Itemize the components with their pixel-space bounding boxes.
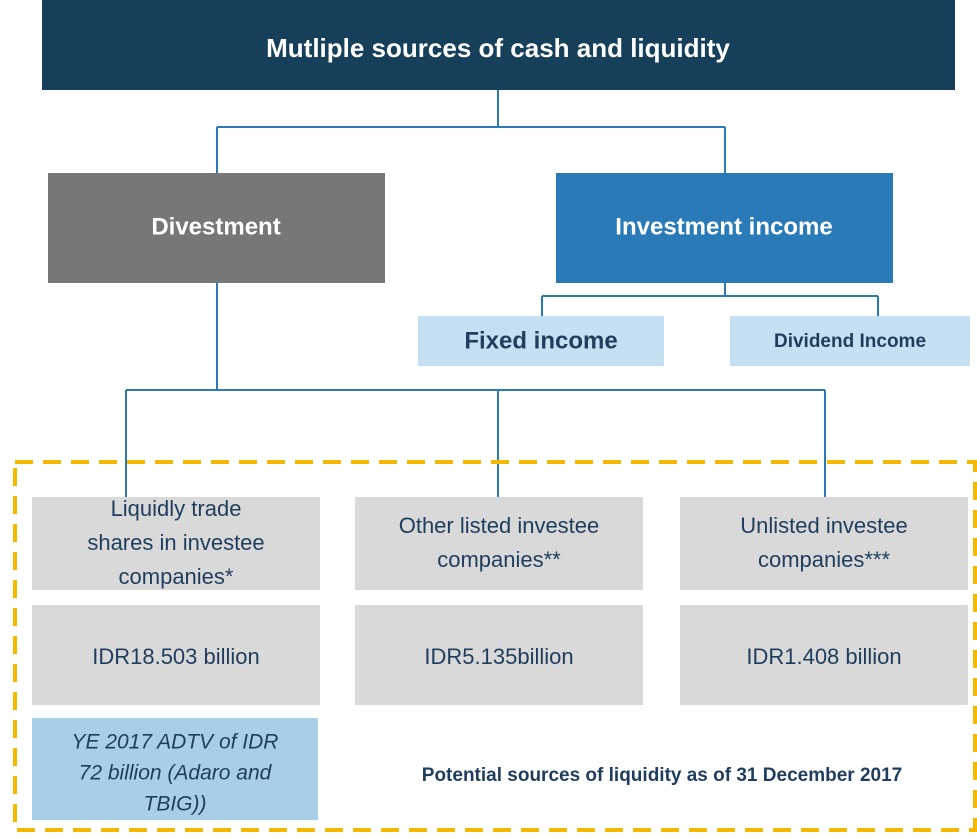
dividend-income-box [730, 316, 970, 366]
investee-label: shares in investee [87, 530, 264, 555]
investee-box [32, 497, 320, 590]
value-box [680, 605, 968, 705]
node-label: Fixed income [464, 327, 617, 354]
investee-label: Unlisted investee [740, 513, 908, 538]
investee-value: IDR1.408 billion [746, 644, 901, 669]
value-box [32, 605, 320, 705]
connector [541, 283, 879, 316]
title: Mutliple sources of cash and liquidity [266, 33, 730, 63]
investee-box [355, 497, 643, 590]
investee-value: IDR5.135billion [424, 644, 573, 669]
investment-box [556, 173, 893, 283]
investee-label: companies** [437, 547, 561, 572]
note-line: TBIG)) [144, 793, 207, 816]
highlight-frame [13, 460, 977, 832]
connector [216, 90, 726, 173]
investee-label: Liquidly trade [111, 496, 242, 521]
footer: Potential sources of liquidity as of 31 … [422, 765, 902, 786]
node-label: Divestment [151, 213, 280, 240]
investee-label: companies* [119, 564, 234, 589]
title-box [42, 0, 955, 90]
investee-label: companies*** [758, 547, 891, 572]
investee-value: IDR18.503 billion [92, 644, 260, 669]
investee-box [680, 497, 968, 590]
fixed-income-box [418, 316, 664, 366]
node-label: Investment income [615, 213, 832, 240]
divestment-box [48, 173, 385, 283]
note-line: YE 2017 ADTV of IDR [72, 731, 279, 754]
value-box [355, 605, 643, 705]
node-label: Dividend Income [774, 331, 926, 352]
investees: Liquidly trade shares in investee companie… [32, 496, 968, 705]
note-box [32, 718, 318, 820]
connector [125, 283, 826, 510]
note: YE 2017 ADTV of IDR 72 billion (Adaro and… [72, 731, 279, 816]
investee-label: Other listed investee [399, 513, 600, 538]
note-line: 72 billion (Adaro and [79, 762, 273, 785]
